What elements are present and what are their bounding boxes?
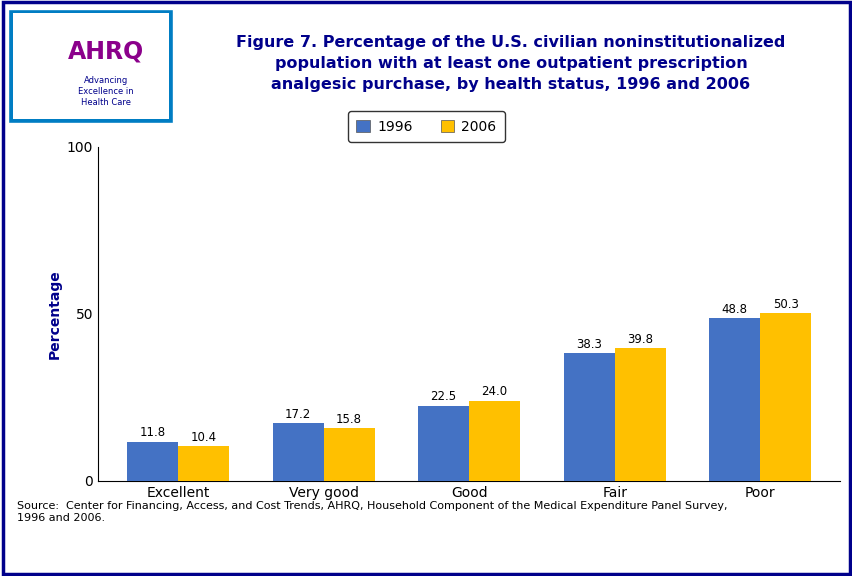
Text: 10.4: 10.4 [190, 431, 216, 444]
Text: 22.5: 22.5 [430, 391, 456, 403]
Y-axis label: Percentage: Percentage [47, 269, 61, 359]
Bar [563, 353, 614, 481]
Text: 39.8: 39.8 [626, 333, 653, 346]
Bar [178, 446, 229, 481]
Bar [323, 428, 374, 481]
Legend: 1996, 2006: 1996, 2006 [348, 111, 504, 142]
Text: 50.3: 50.3 [772, 298, 797, 310]
Bar [469, 401, 520, 481]
Bar [614, 348, 665, 481]
Text: Advancing
Excellence in
Health Care: Advancing Excellence in Health Care [78, 76, 133, 107]
Bar [708, 318, 759, 481]
FancyBboxPatch shape [9, 9, 173, 123]
Text: 15.8: 15.8 [336, 413, 362, 426]
Text: Source:  Center for Financing, Access, and Cost Trends, AHRQ, Household Componen: Source: Center for Financing, Access, an… [17, 501, 727, 523]
Text: 11.8: 11.8 [140, 426, 165, 439]
Text: Figure 7. Percentage of the U.S. civilian noninstitutionalized
population with a: Figure 7. Percentage of the U.S. civilia… [236, 35, 785, 92]
Bar [759, 313, 810, 481]
Text: 48.8: 48.8 [721, 302, 747, 316]
Text: 24.0: 24.0 [481, 385, 507, 399]
Text: 38.3: 38.3 [576, 338, 602, 351]
Bar [417, 406, 469, 481]
Bar [127, 442, 178, 481]
Text: 17.2: 17.2 [285, 408, 311, 421]
FancyBboxPatch shape [13, 13, 169, 119]
Text: AHRQ: AHRQ [67, 39, 143, 63]
Bar [273, 423, 323, 481]
